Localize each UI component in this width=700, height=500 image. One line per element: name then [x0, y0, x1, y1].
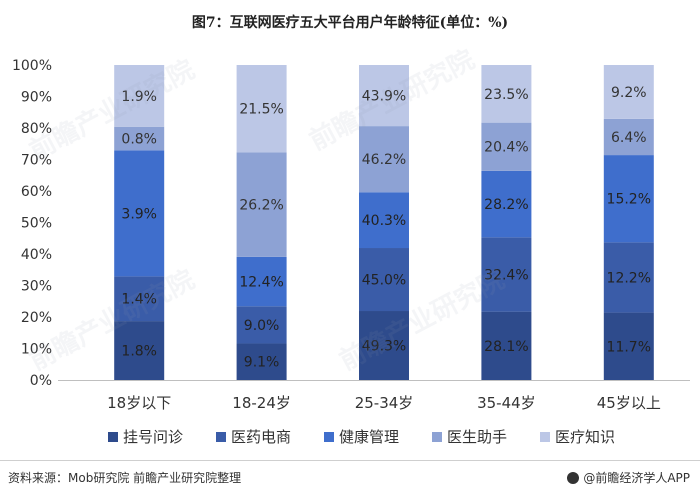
- data-label: 1.8%: [121, 344, 157, 360]
- legend-label: 挂号问诊: [123, 428, 183, 446]
- data-label: 28.1%: [484, 339, 528, 355]
- data-label: 46.2%: [362, 152, 406, 168]
- bar-segment: [236, 306, 287, 344]
- x-tick-label: 18-24岁: [232, 394, 291, 412]
- legend-label: 健康管理: [339, 428, 399, 446]
- bar-segment: [603, 118, 654, 156]
- y-tick-label: 80%: [21, 121, 52, 137]
- data-label: 11.7%: [607, 339, 651, 355]
- y-tick-label: 60%: [21, 184, 52, 200]
- chart-title: 图7：互联网医疗五大平台用户年龄特征(单位：%): [191, 15, 509, 31]
- bar-segment: [603, 155, 654, 243]
- x-tick-label: 25-34岁: [355, 394, 414, 412]
- bar-segment: [481, 170, 532, 238]
- data-label: 3.9%: [121, 206, 157, 222]
- data-label: 6.4%: [611, 130, 647, 146]
- bar-segment: [481, 122, 532, 171]
- bar-segment: [481, 311, 532, 380]
- data-label: 45.0%: [362, 273, 406, 289]
- legend-label: 医药电商: [231, 428, 291, 446]
- data-label: 0.8%: [121, 132, 157, 148]
- data-label: 28.2%: [484, 197, 528, 213]
- data-label: 40.3%: [362, 213, 406, 229]
- bar-segment: [359, 192, 409, 249]
- bar-segment: [481, 237, 532, 312]
- bar-segment: [236, 152, 287, 257]
- legend-swatch: [108, 432, 118, 442]
- data-label: 9.1%: [244, 355, 280, 371]
- data-label: 12.4%: [239, 275, 283, 291]
- bar-segment: [114, 150, 165, 277]
- data-label: 20.4%: [484, 140, 528, 156]
- bar-segment: [114, 321, 165, 380]
- data-label: 9.0%: [244, 318, 280, 334]
- y-tick-label: 50%: [21, 216, 52, 232]
- y-axis: 0% 10% 20% 30% 40% 50% 60% 70% 80% 90% 100%: [12, 58, 52, 389]
- legend-label: 医疗知识: [555, 428, 615, 446]
- legend-swatch: [540, 432, 550, 442]
- data-label: 1.9%: [121, 89, 157, 105]
- bar-segment: [114, 65, 165, 127]
- bar-segment: [603, 312, 654, 380]
- brand-label: @前瞻经济学人APP: [583, 471, 690, 485]
- data-label: 1.4%: [121, 292, 157, 308]
- data-label: 12.2%: [607, 270, 651, 286]
- bar-segment: [481, 65, 532, 123]
- y-tick-label: 100%: [12, 58, 52, 74]
- bar-segment: [603, 242, 654, 313]
- data-label: 15.2%: [607, 192, 651, 208]
- bar-segment: [359, 311, 409, 380]
- x-tick-label: 35-44岁: [477, 394, 536, 412]
- bars: 1.8% 1.4% 3.9% 0.8% 1.9% 9.1% 9.0% 12.4% 26.2% 21…: [114, 65, 654, 380]
- y-tick-label: 30%: [21, 279, 52, 295]
- legend-swatch: [324, 432, 334, 442]
- data-label: 43.9%: [362, 89, 406, 105]
- x-tick-label: 18岁以下: [107, 394, 171, 412]
- bar-segment: [236, 256, 287, 307]
- data-label: 23.5%: [484, 87, 528, 103]
- data-label: 9.2%: [611, 85, 647, 101]
- bar-segment: [359, 65, 409, 127]
- footer-divider: [0, 460, 700, 461]
- data-label: 26.2%: [239, 198, 283, 214]
- y-tick-label: 90%: [21, 90, 52, 106]
- brand-credit: @前瞻经济学人APP: [567, 469, 690, 486]
- bar-segment: [236, 343, 287, 380]
- x-tick-label: 45岁以上: [597, 394, 661, 412]
- bar-segment: [236, 65, 287, 153]
- bar-segment: [114, 276, 165, 322]
- y-tick-label: 20%: [21, 310, 52, 326]
- bar-segment: [359, 126, 409, 193]
- data-label: 21.5%: [239, 102, 283, 118]
- legend: 挂号问诊 医药电商 健康管理 医生助手 医疗知识: [108, 428, 615, 446]
- y-tick-label: 0%: [30, 373, 52, 389]
- legend-label: 医生助手: [447, 428, 507, 446]
- stacked-bar-chart: 0%10%20%30%40%50%60%70%80%90%100% 1.8%1.…: [12, 58, 690, 446]
- data-label: 49.3%: [362, 339, 406, 355]
- x-axis: 18岁以下 18-24岁 25-34岁 35-44岁 45岁以上: [58, 380, 690, 412]
- bar-segment: [114, 126, 165, 151]
- brand-logo-icon: [567, 471, 580, 484]
- y-tick-label: 40%: [21, 247, 52, 263]
- legend-swatch: [216, 432, 226, 442]
- legend-swatch: [432, 432, 442, 442]
- bar-segment: [359, 248, 409, 312]
- data-label: 32.4%: [484, 267, 528, 283]
- source-note: 资料来源：Mob研究院 前瞻产业研究院整理: [8, 471, 242, 485]
- y-tick-label: 10%: [21, 342, 52, 358]
- y-tick-label: 70%: [21, 153, 52, 169]
- bar-segment: [603, 65, 654, 119]
